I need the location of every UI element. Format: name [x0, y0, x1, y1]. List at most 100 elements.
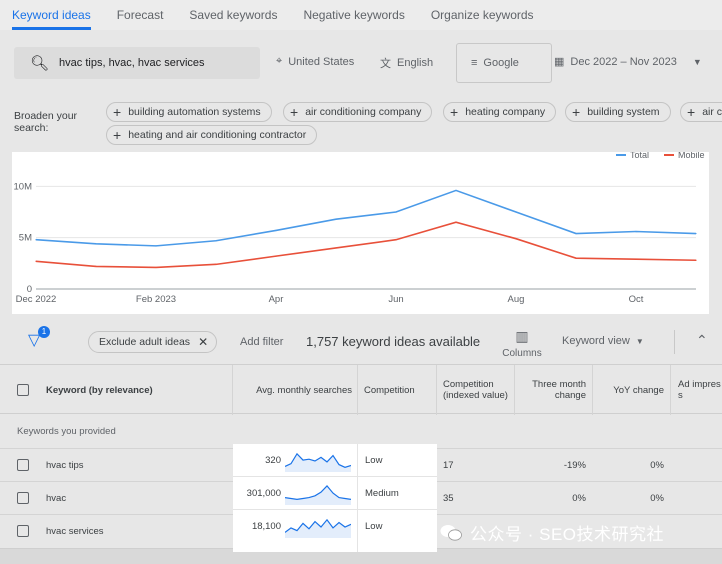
- language-selector[interactable]: 文 English: [380, 55, 433, 71]
- data-point: [95, 243, 97, 245]
- network-icon: ≡: [471, 57, 478, 69]
- close-icon[interactable]: ✕: [198, 335, 209, 349]
- plus-icon: +: [113, 104, 122, 120]
- header-avg-searches[interactable]: Avg. monthly searches: [256, 384, 352, 396]
- broaden-chip[interactable]: + building automation systems: [106, 102, 272, 122]
- sparkline-area: [285, 485, 351, 505]
- data-point: [515, 211, 517, 213]
- header-ad-impression-share[interactable]: Ad impres s: [678, 379, 721, 401]
- exclude-adult-chip[interactable]: Exclude adult ideas ✕: [88, 331, 218, 353]
- x-tick-label: Jun: [388, 294, 403, 305]
- section-label: Keywords you provided: [17, 426, 116, 437]
- results-toolbar: ▽ 1 Exclude adult ideas ✕ Add filter 1,7…: [0, 322, 722, 366]
- broaden-chip[interactable]: + air conditioning company: [283, 102, 433, 122]
- divider: [232, 365, 233, 415]
- location-pin-icon: ⌖: [276, 55, 283, 67]
- header-competition[interactable]: Competition: [364, 384, 415, 396]
- series-line-total: [35, 189, 697, 247]
- divider: [670, 365, 671, 415]
- columns-button[interactable]: ▥ Columns: [502, 328, 542, 359]
- tab-forecast[interactable]: Forecast: [116, 8, 164, 22]
- columns-label: Columns: [502, 348, 542, 359]
- watermark: 公众号 · SEO技术研究社: [440, 520, 664, 545]
- header-yoy-change[interactable]: YoY change: [613, 384, 664, 396]
- header-competition-indexed[interactable]: Competition (indexed value): [443, 379, 508, 401]
- header-three-month-change[interactable]: Three month change: [532, 379, 586, 401]
- filter-count-badge: 1: [38, 326, 50, 338]
- broaden-chip[interactable]: + heating company: [443, 102, 557, 122]
- x-tick-label: Oct: [629, 294, 644, 305]
- divider: [357, 444, 358, 552]
- broaden-chip[interactable]: + heating and air conditioning contractor: [106, 125, 318, 145]
- data-point: [35, 260, 37, 262]
- data-point: [395, 211, 397, 213]
- sparkline-line: [285, 484, 351, 501]
- keyword-cell: hvac: [46, 493, 67, 504]
- keyword-search-input[interactable]: 🔍︎ hvac tips, hvac, hvac services: [14, 47, 260, 79]
- highlighted-searches-panel: 320 Low 301,000 Medium 18,100 Low: [233, 444, 437, 552]
- tab-negative-keywords[interactable]: Negative keywords: [303, 8, 405, 22]
- keyword-cell: hvac services: [46, 526, 104, 537]
- tab-keyword-ideas[interactable]: Keyword ideas: [12, 8, 91, 30]
- row-checkbox[interactable]: [17, 525, 29, 537]
- data-point: [575, 232, 577, 235]
- competition-indexed-cell: 35: [443, 493, 454, 504]
- date-range-selector[interactable]: ▦ Dec 2022 – Nov 2023 ▼: [554, 55, 702, 69]
- search-query: hvac tips, hvac, hvac services: [59, 57, 205, 69]
- add-filter-button[interactable]: Add filter: [240, 336, 284, 348]
- trend-sparkline: [285, 452, 351, 472]
- x-tick-label: Aug: [508, 294, 525, 305]
- broaden-chip[interactable]: + air c: [680, 102, 722, 122]
- data-point: [95, 265, 97, 268]
- caret-down-icon: ▼: [635, 337, 644, 346]
- translate-icon: 文: [380, 58, 391, 70]
- keyword-view-dropdown[interactable]: Keyword view ▼: [562, 335, 644, 347]
- chip-label: heating company: [465, 106, 546, 118]
- data-point: [215, 263, 217, 265]
- broaden-search: Broaden your search: + building automatio…: [0, 96, 722, 152]
- keyword-view-label: Keyword view: [562, 335, 630, 347]
- broaden-chip[interactable]: + building system: [565, 102, 671, 122]
- location-selector[interactable]: ⌖ United States: [276, 55, 354, 68]
- avg-searches-cell: 18,100: [251, 521, 281, 532]
- network-selector[interactable]: ≡ Google: [456, 43, 552, 83]
- language-value: English: [397, 57, 434, 69]
- legend-label: Total: [630, 152, 649, 160]
- y-tick-label: 5M: [19, 233, 32, 244]
- chevron-down-icon: ▼: [692, 56, 702, 67]
- highlight-row: 320 Low: [233, 444, 437, 477]
- row-checkbox[interactable]: [17, 492, 29, 504]
- three-month-change-cell: -19%: [563, 460, 586, 471]
- broaden-label: Broaden your search:: [14, 110, 78, 134]
- data-point: [395, 239, 397, 241]
- sparkline-line: [285, 518, 351, 533]
- data-point: [155, 245, 157, 247]
- divider: [674, 330, 675, 354]
- plus-icon: +: [290, 104, 299, 120]
- avg-searches-cell: 301,000: [246, 488, 281, 499]
- data-point: [635, 258, 637, 260]
- data-point: [275, 255, 277, 257]
- chevron-up-icon[interactable]: ⌃: [696, 332, 708, 348]
- calendar-icon: ▦: [554, 56, 565, 68]
- filter-icon[interactable]: ▽: [28, 332, 41, 349]
- watermark-text: 公众号 · SEO技术研究社: [470, 525, 665, 544]
- tab-saved-keywords[interactable]: Saved keywords: [189, 8, 278, 22]
- row-checkbox[interactable]: [17, 459, 29, 471]
- plus-icon: +: [113, 127, 122, 143]
- search-icon: 🔍︎: [30, 55, 50, 72]
- sparkline-area: [285, 519, 351, 538]
- wechat-logo-icon: [440, 524, 462, 541]
- y-tick-label: 10M: [14, 181, 33, 192]
- select-all-checkbox[interactable]: [17, 384, 29, 396]
- data-point: [575, 257, 577, 259]
- data-point: [35, 239, 37, 241]
- header-keyword[interactable]: Keyword (by relevance): [46, 384, 153, 396]
- columns-icon: ▥: [515, 328, 529, 344]
- highlight-row: 301,000 Medium: [233, 477, 437, 510]
- data-point: [335, 218, 337, 220]
- x-tick-label: Feb 2023: [136, 294, 176, 305]
- avg-searches-cell: 320: [265, 455, 281, 466]
- exclude-adult-label: Exclude adult ideas: [99, 336, 191, 348]
- tab-organize-keywords[interactable]: Organize keywords: [430, 8, 534, 22]
